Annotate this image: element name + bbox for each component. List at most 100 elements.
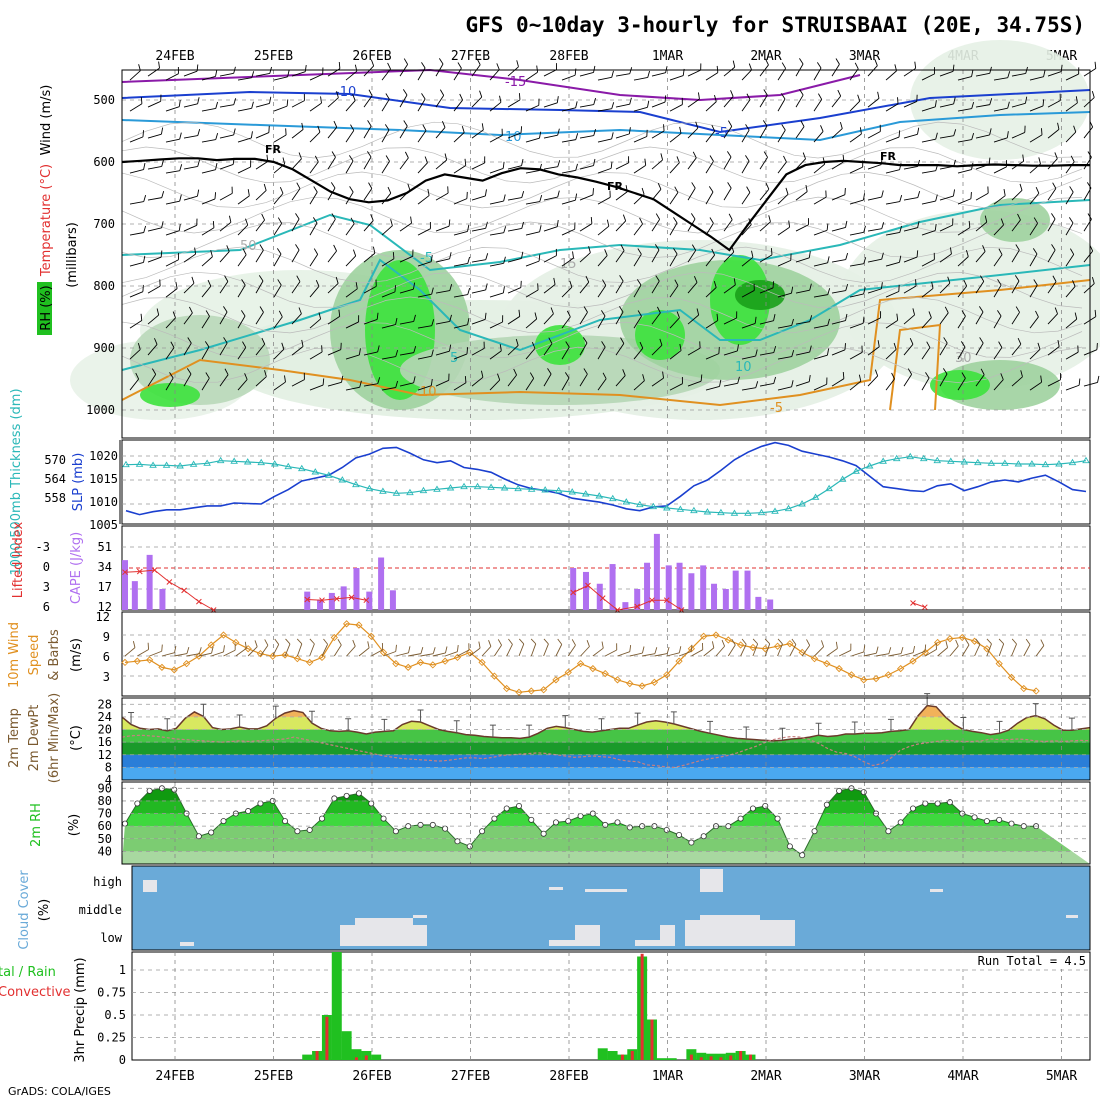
wind-barb [651,275,660,294]
wind-barb [795,315,813,325]
wind-barb [417,379,433,391]
surface-barb-staff [691,649,703,657]
surface-wind-barb [592,641,604,657]
wind-barb-feather [679,343,682,351]
precip-convective-bar [364,1055,368,1060]
surface-barb-staff [457,649,470,657]
wind-barb [327,375,344,387]
wind-barb-feather [335,276,339,284]
wind-barb-feather [641,187,645,195]
wind-barb [831,313,848,325]
surface-wind-barb [137,642,149,657]
panel-frame [121,439,1091,525]
wind-barb-staff [957,377,966,391]
wind-barb [363,89,373,108]
cape-bar [582,571,589,610]
wind-barb-feather [647,70,650,78]
wind-barb-feather [241,310,246,317]
wind-barb [831,220,848,232]
wind-barb [615,214,627,232]
wind-barb-feather [1051,244,1056,251]
wind-barb [993,101,1010,112]
wind-barb-staff [147,344,158,356]
wind-barb-staff [381,356,396,360]
precip-tick: 0.25 [97,1031,126,1045]
wind-barb-feather [485,283,488,291]
thickness-marker [487,483,495,490]
wind-barb-feather [556,63,557,70]
thickness-marker [906,452,915,460]
wind-barb-feather [971,69,974,77]
wind-barb [525,225,542,236]
wind-speed-marker [182,660,191,668]
wind-barb-feather [835,58,840,65]
wind-barb-feather [893,342,897,350]
cape-bar [644,562,651,610]
wind-barb-staff [849,380,862,391]
wind-barb [579,97,597,108]
surface-wind-barb [247,640,258,657]
wind-barb-feather [286,99,289,107]
wind-barb-staff [615,311,624,325]
wind-barb [669,311,680,329]
wind-barb [957,101,975,112]
wind-barb-feather [564,372,570,379]
surface-wind-barb [358,641,370,657]
wind-barb-staff [201,75,216,81]
wind-barb [633,374,645,391]
li-tick: 0 [43,560,50,574]
wind-barb-staff [795,351,810,356]
wind-barb-feather [732,60,736,68]
surface-wind-barb [309,638,315,657]
wind-barb [651,153,664,170]
wind-barb-feather [179,194,182,202]
wind-barb-feather [301,339,304,347]
surface-barb-staff [727,644,736,657]
isotach-line [121,296,1083,334]
wind-barb [813,125,824,143]
wind-barb [993,131,1009,143]
wind-barb-staff [399,255,413,263]
surface-barb-feather [955,639,959,647]
temp-tick: 24 [98,710,112,724]
wind-barb-feather [988,157,991,165]
wind-barb-staff [975,251,986,263]
wind-barb-staff [291,281,301,294]
wind-barb-staff [777,292,792,298]
wind-barb-feather [837,89,842,97]
wind-barb [381,155,390,174]
wind-barb-feather [980,275,985,282]
wind-barb-staff [255,219,265,232]
wind-barb-feather [137,342,141,350]
wind-speed-marker [379,648,388,657]
thickness-tick: 558 [44,491,66,505]
wind-barb-staff [975,281,985,294]
minmax-whisker [996,720,1003,734]
wind-barb-feather [917,191,921,198]
cloud-axis-unit: (%) [37,899,52,922]
wind-barb [129,372,140,391]
wind-barb-feather [392,252,395,259]
wind-barb-staff [201,377,210,391]
wind-barb-feather [637,310,642,317]
cape-bar [755,596,762,610]
wind-barb [273,99,289,112]
wind-barb-feather [733,278,736,285]
wind-barb-feather [269,96,272,104]
wind-barb-feather [716,65,719,73]
rh-tick: 80 [98,794,112,808]
wind-barb [525,65,539,81]
li-tick: 3 [43,580,50,594]
wind-barb-staff [777,193,789,205]
precip-convective-bar [630,1051,634,1060]
wind-barb-feather [898,284,900,292]
wind-barb-staff [615,133,630,139]
wind-barb-staff [147,133,162,139]
wind-barb [867,91,880,108]
surface-barb-staff [309,643,315,657]
thickness-marker [162,461,171,468]
wind-barb [183,189,200,201]
wind-barb [885,195,903,205]
wind-barb-feather [140,97,143,104]
thickness-marker [595,492,604,499]
